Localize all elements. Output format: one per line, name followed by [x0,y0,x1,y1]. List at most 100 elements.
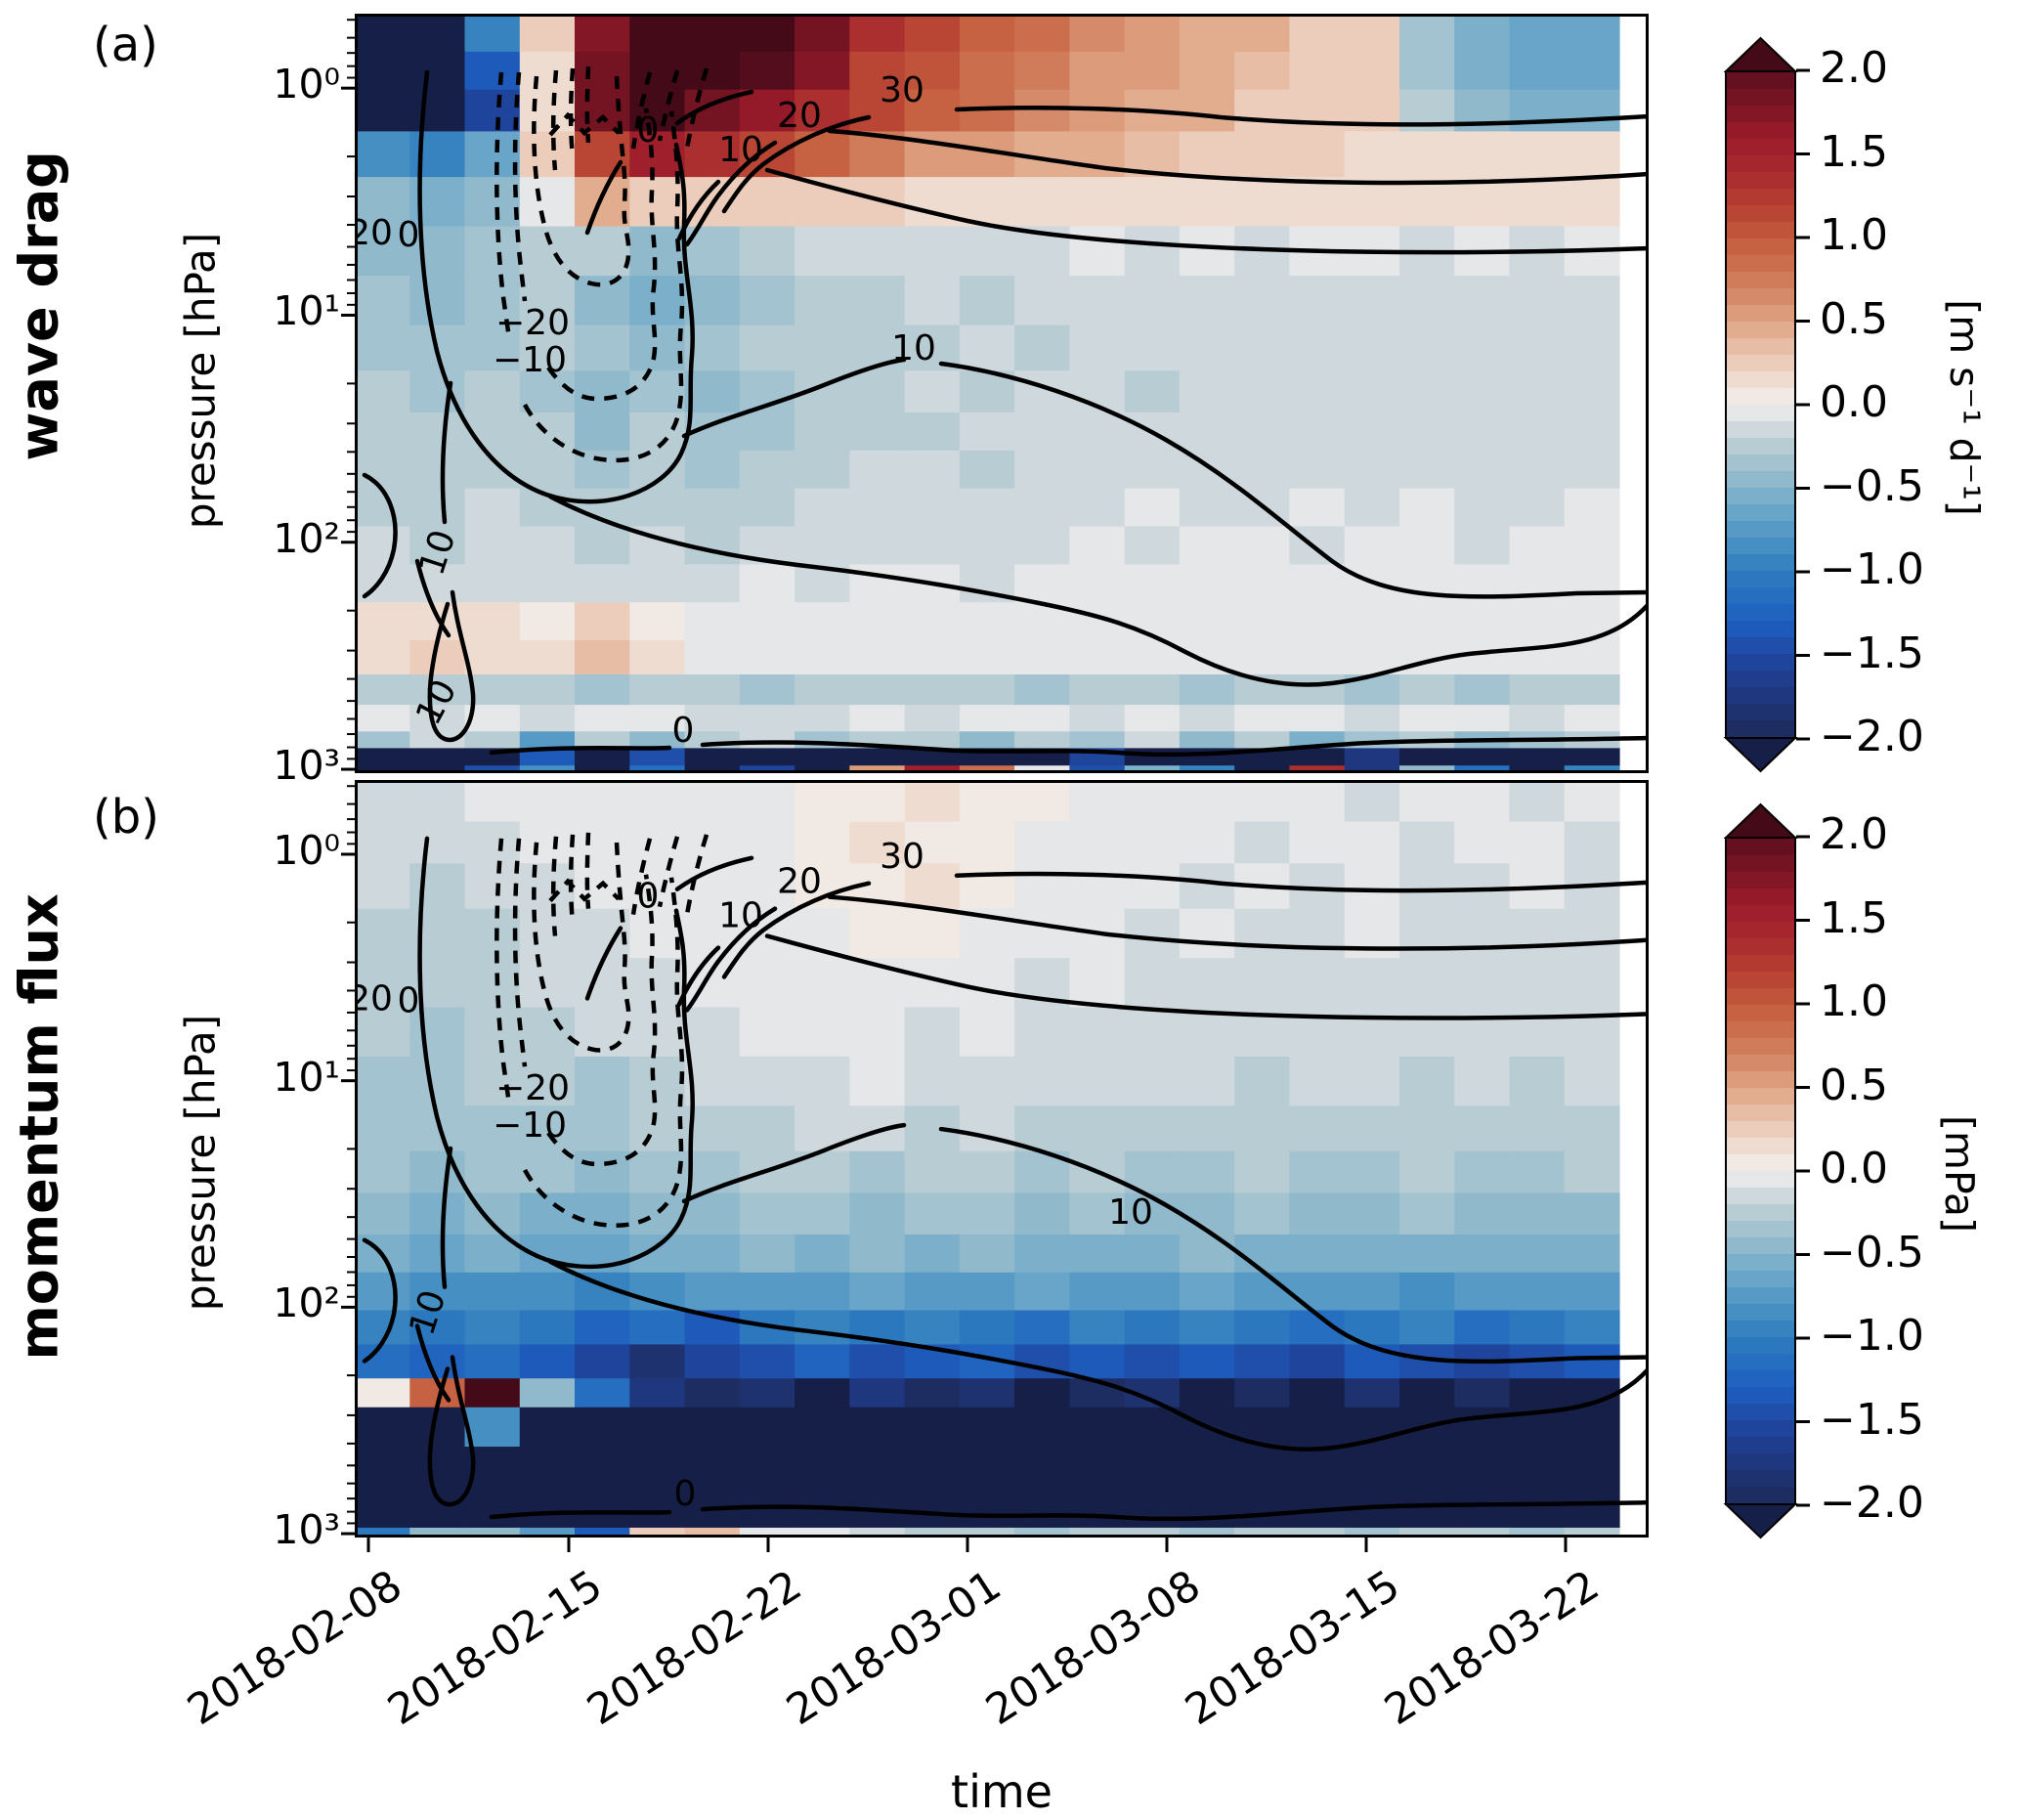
heatmap-cell [1399,276,1455,326]
heatmap-cell [1509,89,1566,132]
heatmap-cell [575,640,630,675]
colorbar-body [1725,70,1796,739]
heatmap-cell [519,450,576,490]
heatmap-cell [1234,1527,1291,1538]
heatmap-cell [409,450,466,490]
heatmap-cell [575,731,630,749]
wind-contour-dashed [523,877,685,1228]
heatmap-cell [1289,1407,1346,1448]
heatmap-cell [519,526,576,565]
heatmap-cell [1069,1310,1126,1346]
colorbar-under-arrow [1723,737,1798,773]
heatmap-cell [1454,1235,1511,1274]
y-tick-label: 10³ [273,1506,340,1554]
heatmap-cell [629,1310,686,1346]
heatmap-cell [739,89,795,132]
heatmap-cell [1344,765,1400,773]
heatmap-cell [1234,731,1291,749]
heatmap-cell [739,51,795,91]
heatmap-cell [959,958,1015,1009]
heatmap-cell [1179,863,1235,910]
heatmap-cell [959,1488,1015,1529]
heatmap-cell [1234,1344,1291,1379]
heatmap-cell [1179,488,1235,528]
heatmap-cell [1179,765,1235,773]
heatmap-cell [464,1007,521,1058]
heatmap-cell [904,89,961,132]
heatmap-cell [355,705,410,732]
heatmap-cell [464,1310,521,1346]
heatmap-cell [1564,602,1620,641]
heatmap-cell [464,14,521,53]
wind-contour-solid [676,179,721,241]
heatmap-cell [1014,1235,1070,1274]
heatmap-cell [575,14,630,53]
colorbar-tick-label: 1.0 [1820,210,1888,260]
heatmap-cell [1564,1344,1620,1379]
heatmap-cell [575,1407,630,1448]
heatmap-cell [1179,1378,1235,1408]
heatmap-cell [1014,177,1070,228]
wind-contour-solid [721,881,872,979]
heatmap-cell [464,602,521,641]
heatmap-cell [1399,674,1455,706]
heatmap-cell [739,748,795,766]
heatmap-cell [1564,1407,1620,1448]
contour-label: 0 [674,1474,697,1514]
heatmap-cell [1564,325,1620,371]
heatmap-cell [1509,748,1566,766]
heatmap-cell [1124,370,1181,413]
heatmap-cell [575,226,630,277]
heatmap-cell [739,14,795,53]
x-tick-label: 2018-02-08 [179,1561,411,1736]
heatmap-cell [849,1407,906,1448]
heatmap-cell [575,1447,630,1490]
heatmap-cell [575,1344,630,1379]
colorbar-body [1725,837,1796,1505]
colorbar-level [1727,554,1794,573]
heatmap-cell [1454,526,1511,565]
heatmap-cell [519,705,576,732]
wind-contour-dashed [630,71,653,150]
heatmap-cell [1454,1056,1511,1106]
heatmap-cell [795,602,850,641]
heatmap-cell [1234,1310,1291,1346]
heatmap-cell [409,14,466,53]
heatmap-cell [1289,765,1346,773]
heatmap-cell [959,1407,1015,1448]
heatmap-cell [1289,1150,1346,1193]
heatmap-cell [904,1007,961,1058]
heatmap-cell [1399,1150,1455,1193]
colorbar-level [1727,1321,1794,1339]
colorbar-level [1727,371,1794,390]
heatmap-cell [1344,325,1400,371]
heatmap-cell [849,674,906,706]
heatmap-cell [629,1378,686,1408]
wind-contours-dashed [494,65,709,463]
heatmap-cell [1289,370,1346,413]
contour-label: 10 [891,328,936,368]
heatmap-cell [1234,1378,1291,1408]
heatmap-cell [904,450,961,490]
heatmap-cell [904,1056,961,1106]
heatmap-cell [1289,1344,1346,1379]
colorbar-tick-label: 2.0 [1820,43,1888,93]
contour-label: 20 [777,96,822,136]
heatmap-cell [409,821,466,864]
wind-contour-dashed [550,69,559,171]
heatmap-cell [519,370,576,413]
heatmap-cell [1124,780,1181,823]
heatmap-cell [684,821,741,864]
heatmap-cell [684,1378,741,1408]
heatmap-cell [519,780,576,823]
colorbar-level [1727,905,1794,924]
heatmap-cell [684,1527,741,1538]
heatmap-cell [629,748,686,766]
heatmap-cell [355,177,410,228]
heatmap-cell [1399,958,1455,1009]
heatmap-cell [959,1192,1015,1235]
heatmap-cell [1124,908,1181,959]
heatmap-cell [904,1272,961,1312]
heatmap-cell [464,526,521,565]
